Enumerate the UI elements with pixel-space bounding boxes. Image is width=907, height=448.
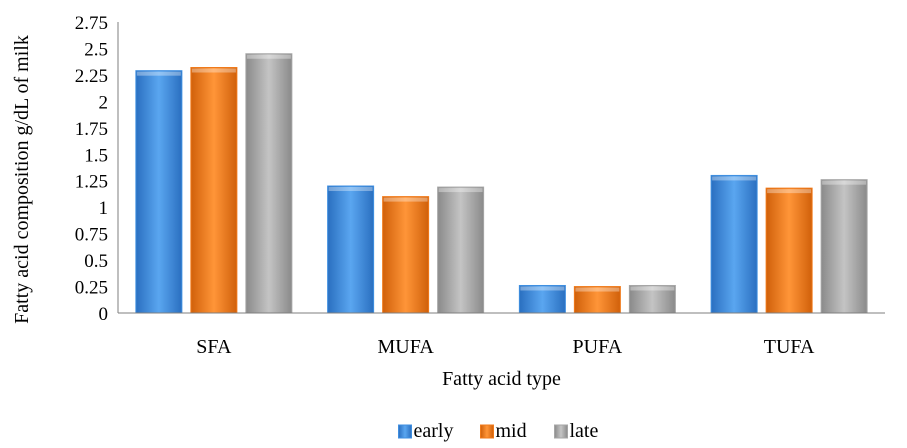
- y-tick-label: 1.5: [84, 145, 108, 166]
- y-tick-label: 2.25: [75, 66, 108, 87]
- y-tick-label: 1: [99, 198, 109, 219]
- bar-mid-sfa: [190, 67, 238, 314]
- y-tick-label: 2.75: [75, 13, 108, 34]
- bar-bevel-mid-mufa: [383, 197, 428, 202]
- y-tick-label: 0.75: [75, 225, 108, 246]
- y-axis-tick-labels: 0 0.25 0.5 0.75 1 1.25 1.5 1.75 2 2.25 2.5 2.75: [75, 13, 108, 325]
- bar-bevel-early-mufa: [328, 187, 373, 192]
- bar-mid-tufa: [765, 187, 813, 314]
- y-tick-label: 0.5: [84, 251, 108, 272]
- legend: early mid late: [398, 420, 599, 442]
- bar-bevel-mid-tufa: [767, 189, 812, 194]
- y-tick-label: 0: [99, 304, 109, 325]
- legend-label-late: late: [570, 420, 599, 442]
- legend-label-mid: mid: [496, 420, 527, 442]
- y-tick-label: 2: [99, 92, 109, 113]
- bar-bevel-mid-pufa: [575, 287, 620, 292]
- bar-late-tufa: [820, 179, 868, 314]
- bar-bevel-mid-sfa: [191, 68, 236, 73]
- bar-bevel-late-pufa: [630, 286, 675, 291]
- bar-bevel-early-sfa: [136, 71, 181, 76]
- legend-swatch-early: [398, 424, 412, 439]
- bar-bevel-late-tufa: [822, 180, 867, 185]
- legend-label-early: early: [414, 420, 454, 442]
- bar-early-mufa: [327, 185, 375, 314]
- x-category-label: SFA: [196, 336, 232, 358]
- legend-swatch-mid: [480, 424, 494, 439]
- bar-early-tufa: [710, 174, 758, 314]
- legend-swatch-late: [554, 424, 568, 439]
- bar-mid-pufa: [573, 286, 621, 314]
- x-axis-title: Fatty acid type: [442, 368, 561, 390]
- y-tick-label: 0.25: [75, 278, 108, 299]
- y-tick-label: 1.75: [75, 119, 108, 140]
- bar-series: [135, 53, 868, 314]
- bar-bevel-early-pufa: [520, 286, 565, 291]
- x-category-label: MUFA: [377, 336, 434, 358]
- bar-bevel-late-sfa: [246, 54, 291, 59]
- bar-early-sfa: [135, 70, 183, 314]
- bar-bevel-early-tufa: [712, 176, 757, 181]
- bar-late-mufa: [437, 186, 485, 314]
- bar-early-pufa: [518, 284, 566, 314]
- x-category-label: TUFA: [764, 336, 815, 358]
- bar-bevel-late-mufa: [438, 188, 483, 193]
- y-tick-label: 1.25: [75, 172, 108, 193]
- x-category-label: PUFA: [573, 336, 623, 358]
- bar-mid-mufa: [382, 196, 430, 314]
- y-tick-label: 2.5: [84, 39, 108, 60]
- bar-late-sfa: [245, 53, 293, 314]
- y-axis-title: Fatty acid composition g/dL of milk: [11, 35, 33, 324]
- x-axis-category-labels: SFA MUFA PUFA TUFA: [196, 336, 815, 358]
